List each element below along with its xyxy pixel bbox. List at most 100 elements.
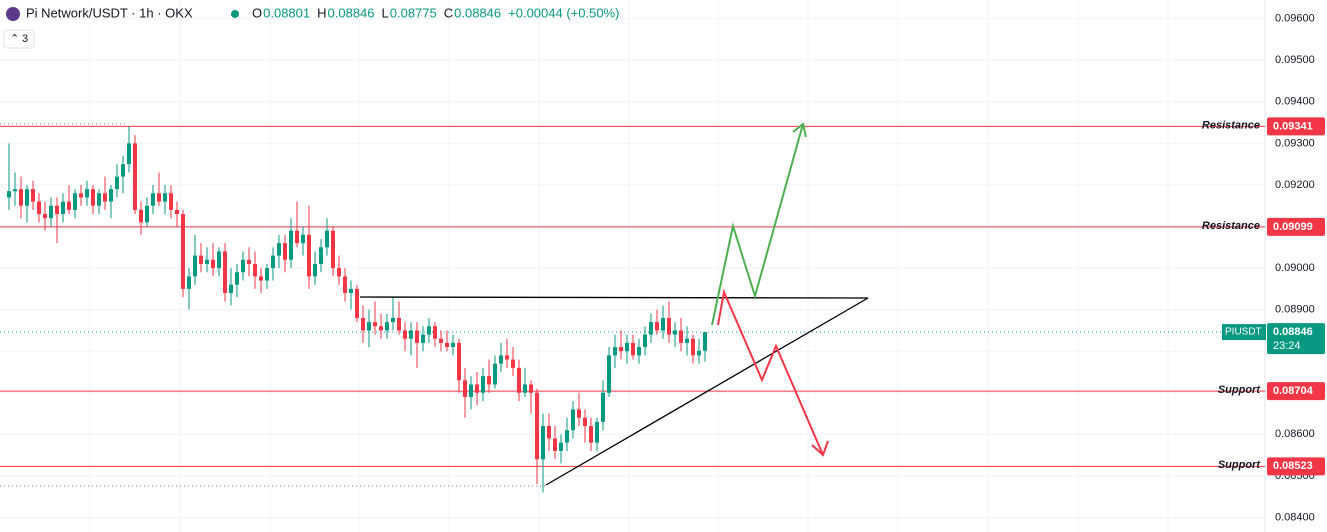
- candle-body: [637, 347, 641, 356]
- countdown: 23:24: [1273, 340, 1301, 352]
- candle-body: [691, 338, 695, 356]
- ohlc-label: C: [444, 5, 453, 20]
- candle-body: [529, 384, 533, 393]
- candle-body: [295, 230, 299, 244]
- candle-body: [397, 317, 401, 331]
- candle-body: [325, 230, 329, 248]
- ohlc-label: L: [382, 5, 389, 20]
- candle-body: [541, 426, 545, 460]
- candle-body: [439, 338, 443, 343]
- candle-body: [43, 214, 47, 219]
- candle-body: [589, 426, 593, 443]
- candle-body: [61, 201, 65, 215]
- candle-body: [25, 189, 29, 206]
- candle-body: [289, 230, 293, 260]
- candle-body: [307, 234, 311, 277]
- candle-body: [265, 268, 269, 281]
- candles: [7, 126, 707, 493]
- candle-body: [379, 326, 383, 331]
- triangle-bottom: [545, 297, 869, 486]
- last-price-value: 0.08846: [1273, 326, 1313, 338]
- status-dot: [231, 10, 239, 18]
- vertical-grid: [89, 0, 1169, 532]
- y-tick-label: 0.08900: [1275, 304, 1315, 316]
- candle-body: [583, 417, 587, 427]
- candle-body: [283, 243, 287, 260]
- candle-body: [643, 334, 647, 348]
- y-tick-label: 0.09300: [1275, 137, 1315, 149]
- candle-body: [601, 392, 605, 422]
- candle-body: [409, 330, 413, 339]
- candle-body: [235, 272, 239, 285]
- candle-body: [199, 255, 203, 264]
- price-axis: 0.096000.095000.094000.093000.092000.091…: [1222, 13, 1325, 523]
- candle-body: [577, 409, 581, 418]
- candle-body: [481, 376, 485, 393]
- candle-body: [151, 193, 155, 206]
- candle-body: [37, 201, 41, 215]
- header: Pi Network/USDT · 1h · OKX O 0.08801 H 0.08…: [3, 5, 619, 49]
- candle-body: [181, 214, 185, 289]
- symbol-tag: [1222, 324, 1266, 341]
- candle-body: [139, 209, 143, 223]
- candle-body: [613, 347, 617, 356]
- candle-body: [697, 350, 701, 356]
- candle-body: [373, 322, 377, 327]
- candle-body: [319, 247, 323, 264]
- candle-body: [67, 201, 71, 210]
- candle-body: [571, 409, 575, 431]
- candle-body: [685, 338, 689, 343]
- indicator-count: 3: [22, 33, 28, 45]
- candle-body: [211, 259, 215, 269]
- candle-body: [631, 342, 635, 356]
- candle-body: [277, 243, 281, 256]
- candle-body: [109, 189, 113, 202]
- candle-body: [535, 392, 539, 460]
- candle-body: [499, 355, 503, 364]
- candle-body: [679, 330, 683, 343]
- candle-body: [367, 322, 371, 331]
- y-tick-label: 0.08600: [1275, 428, 1315, 440]
- candle-body: [655, 322, 659, 331]
- candle-body: [145, 205, 149, 223]
- candle-body: [253, 263, 257, 277]
- candle-body: [163, 193, 167, 202]
- candle-body: [31, 189, 35, 202]
- candle-body: [229, 284, 233, 294]
- level-label: Resistance: [1202, 119, 1260, 131]
- bearish-path: [717, 288, 824, 456]
- candle-body: [187, 276, 191, 289]
- candle-body: [271, 255, 275, 269]
- candle-body: [91, 189, 95, 206]
- candle-body: [97, 193, 101, 206]
- triangle-top: [359, 296, 869, 299]
- y-tick-label: 0.09200: [1275, 179, 1315, 191]
- candle-body: [241, 259, 245, 273]
- candle-body: [79, 193, 83, 198]
- drawings: [359, 122, 869, 486]
- level-tag: [1267, 382, 1325, 401]
- bullish-path: [711, 123, 804, 326]
- horizontal-grid: [0, 18, 1265, 518]
- candle-body: [511, 359, 515, 368]
- level-tag: [1267, 117, 1325, 136]
- last-price-tag: [1267, 323, 1325, 355]
- candle-body: [703, 332, 707, 351]
- candle-body: [127, 143, 131, 165]
- candle-body: [73, 193, 77, 210]
- candle-body: [619, 347, 623, 352]
- level-tag: [1267, 217, 1325, 236]
- candle-body: [355, 288, 359, 318]
- candle-body: [547, 426, 551, 439]
- bearish-arrowhead: [811, 440, 829, 457]
- candle-body: [463, 380, 467, 397]
- level-tag-value: 0.09099: [1273, 221, 1313, 233]
- candle-body: [553, 438, 557, 451]
- candle-body: [349, 288, 353, 294]
- candle-body: [157, 193, 161, 202]
- ohlc-label: H: [317, 5, 326, 20]
- candle-body: [85, 189, 89, 198]
- candle-body: [313, 263, 317, 277]
- indicator-toggle[interactable]: [3, 29, 35, 49]
